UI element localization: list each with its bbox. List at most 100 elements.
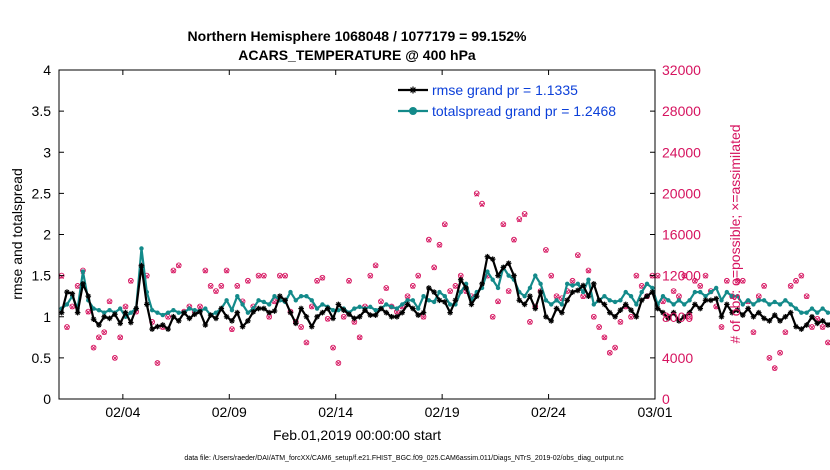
obs-possible-point: [170, 267, 177, 274]
totalspread-point: [527, 285, 533, 291]
obs-possible-point: [681, 272, 688, 279]
totalspread-point: [815, 310, 820, 315]
obs-assimilated-point: [586, 268, 591, 274]
obs-possible-point: [101, 329, 108, 336]
x-tick-label: 03/01: [637, 404, 672, 420]
rmse-point: [58, 309, 65, 316]
obs-possible-point: [670, 288, 677, 294]
totalspread-point: [171, 307, 176, 313]
totalspread-point: [713, 285, 719, 291]
totalspread-point: [490, 277, 495, 282]
obs-assimilated-point: [410, 284, 416, 289]
obs-possible-point: [314, 277, 320, 284]
y-right-tick-label: 4000: [662, 350, 693, 366]
obs-possible-point: [543, 247, 549, 253]
rmse-point: [585, 293, 592, 299]
totalspread-point: [623, 289, 628, 295]
obs-assimilated-point: [341, 314, 347, 320]
rmse-point: [670, 309, 677, 316]
totalspread-point: [245, 310, 251, 315]
obs-assimilated-point: [101, 330, 107, 335]
rmse-point: [234, 309, 241, 316]
obs-assimilated-point: [85, 309, 91, 315]
rmse-point: [782, 313, 789, 320]
totalspread-point: [485, 269, 490, 274]
rmse-point: [537, 289, 544, 295]
rmse-point: [729, 309, 735, 316]
rmse-point: [516, 297, 523, 304]
obs-assimilated-point: [69, 304, 75, 310]
y-right-tick-label: 16000: [662, 227, 701, 243]
obs-possible-point: [596, 324, 602, 330]
obs-possible-point: [372, 262, 379, 269]
obs-possible-point: [505, 288, 512, 294]
totalspread-point: [352, 306, 357, 311]
obs-possible-point: [213, 288, 219, 294]
totalspread-point: [117, 306, 123, 311]
rmse-point: [186, 315, 193, 322]
obs-assimilated-point: [820, 325, 825, 330]
obs-possible-point: [308, 303, 315, 310]
obs-possible-point: [569, 277, 576, 284]
obs-possible-point: [112, 355, 118, 361]
obs-assimilated-point: [229, 327, 235, 332]
totalspread-point: [756, 298, 761, 303]
rmse-point: [814, 320, 821, 327]
obs-assimilated-point: [298, 325, 304, 330]
totalspread-point: [799, 310, 804, 315]
rmse-point: [713, 295, 719, 302]
totalspread-point: [745, 298, 751, 303]
rmse-point: [479, 281, 485, 287]
rmse-point: [457, 276, 464, 283]
rmse-point: [181, 309, 187, 316]
obs-possible-point: [771, 365, 778, 372]
obs-assimilated-point: [256, 273, 261, 279]
rmse-point: [207, 312, 214, 318]
rmse-point: [617, 307, 624, 313]
obs-assimilated-point: [756, 294, 762, 300]
rmse-point: [660, 309, 666, 316]
obs-assimilated-point: [426, 237, 432, 243]
obs-assimilated-point: [761, 284, 767, 289]
rmse-point: [803, 322, 810, 328]
obs-assimilated-point: [107, 299, 112, 305]
rmse-point: [495, 272, 501, 279]
rmse-point: [505, 260, 512, 267]
totalspread-point: [155, 310, 160, 315]
rmse-point: [415, 312, 421, 318]
obs-possible-point: [761, 283, 767, 289]
obs-possible-point: [617, 319, 624, 325]
obs-assimilated-point: [245, 278, 251, 284]
obs-possible-point: [96, 334, 102, 341]
totalspread-point: [128, 310, 134, 315]
rmse-point: [64, 289, 70, 295]
rmse-point: [702, 297, 709, 304]
obs-possible-point: [793, 277, 799, 284]
obs-assimilated-point: [724, 278, 730, 284]
obs-possible-point: [330, 344, 336, 351]
rmse-point: [255, 305, 262, 312]
totalspread-point: [165, 310, 171, 315]
obs-possible-point: [447, 288, 453, 294]
obs-assimilated-point: [197, 304, 203, 310]
rmse-point: [117, 320, 123, 327]
obs-assimilated-point: [575, 253, 581, 258]
rmse-point: [622, 301, 629, 308]
totalspread-line: [60, 247, 830, 318]
totalspread-point: [825, 310, 830, 315]
rmse-point: [766, 318, 773, 324]
rmse-point: [559, 309, 565, 316]
obs-assimilated-point: [431, 265, 437, 271]
rmse-point: [686, 309, 693, 316]
rmse-point: [777, 318, 783, 324]
obs-assimilated-point: [767, 355, 772, 361]
obs-possible-point: [521, 211, 528, 217]
totalspread-point: [724, 289, 730, 295]
obs-assimilated-point: [501, 222, 506, 228]
obs-possible-point: [548, 272, 555, 279]
rmse-point: [638, 297, 645, 304]
obs-possible-point: [777, 349, 783, 356]
x-tick-label: 02/24: [531, 404, 566, 420]
rmse-point: [654, 305, 661, 312]
totalspread-point: [330, 307, 336, 313]
